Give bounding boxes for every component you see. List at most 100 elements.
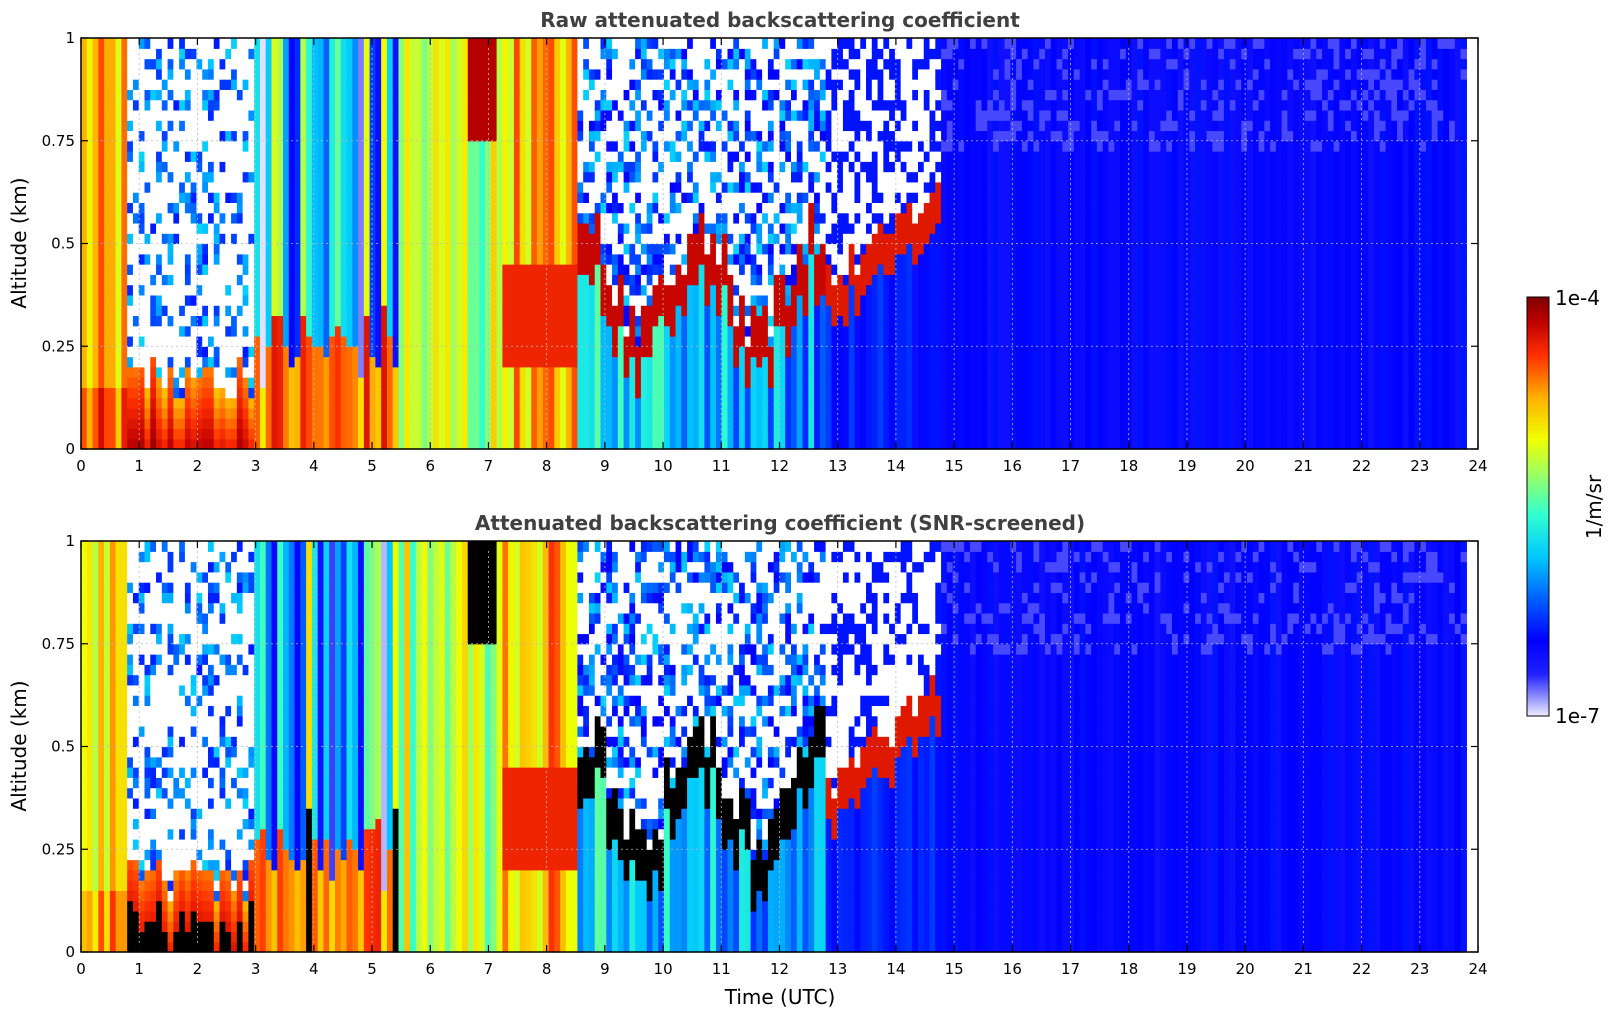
heatmap-cell	[710, 274, 717, 286]
heatmap-cell	[98, 274, 105, 286]
heatmap-cell	[340, 346, 348, 358]
heatmap-cell	[375, 305, 382, 317]
heatmap-cell	[727, 192, 734, 204]
heatmap-cell	[179, 130, 186, 142]
heatmap-cell	[767, 284, 775, 296]
heatmap-cell	[733, 335, 740, 347]
heatmap-cell	[583, 181, 590, 193]
heatmap-cell	[369, 212, 376, 224]
heatmap-cell	[577, 99, 584, 111]
heatmap-cell	[606, 202, 613, 214]
heatmap-cell	[571, 407, 579, 419]
heatmap-cell	[715, 428, 723, 440]
heatmap-cell	[294, 202, 301, 214]
heatmap-cell	[329, 181, 336, 193]
heatmap-cell	[658, 233, 665, 245]
heatmap-cell	[461, 68, 469, 80]
heatmap-cell	[317, 294, 325, 306]
heatmap-cell	[664, 109, 671, 121]
heatmap-cell	[386, 99, 394, 111]
heatmap-cell	[329, 192, 336, 204]
heatmap-cell	[548, 397, 555, 409]
heatmap-cell	[635, 397, 642, 409]
heatmap-cell	[502, 428, 509, 440]
heatmap-cell	[583, 377, 590, 388]
heatmap-cell	[490, 274, 498, 286]
heatmap-cell	[756, 387, 763, 399]
heatmap-cell	[525, 366, 532, 378]
heatmap-cell	[213, 346, 221, 358]
heatmap-cell	[739, 274, 746, 286]
heatmap-cell	[184, 253, 192, 265]
heatmap-cell	[294, 253, 301, 265]
heatmap-cell	[479, 305, 486, 317]
heatmap-cell	[542, 305, 550, 317]
heatmap-cell	[791, 253, 798, 265]
heatmap-cell	[323, 181, 330, 193]
heatmap-cell	[548, 68, 555, 80]
heatmap-cell	[583, 79, 590, 90]
heatmap-cell	[554, 181, 561, 193]
heatmap-cell	[565, 38, 573, 49]
heatmap-cell	[554, 89, 561, 101]
heatmap-cell	[213, 233, 221, 245]
heatmap-cell	[554, 109, 561, 121]
heatmap-cell	[635, 233, 642, 245]
heatmap-cell	[796, 109, 804, 121]
heatmap-cell	[306, 233, 313, 245]
heatmap-cell	[571, 130, 579, 142]
heatmap-cell	[427, 305, 434, 317]
heatmap-cell	[606, 140, 613, 152]
heatmap-cell	[81, 212, 88, 224]
heatmap-cell	[375, 346, 382, 358]
heatmap-cell	[773, 171, 781, 183]
heatmap-cell	[144, 140, 151, 152]
heatmap-cell	[583, 356, 590, 368]
heatmap-cell	[375, 294, 382, 306]
heatmap-cell	[571, 140, 579, 152]
heatmap-cell	[404, 335, 411, 347]
heatmap-cell	[254, 366, 261, 378]
heatmap-cell	[715, 366, 723, 378]
heatmap-cell	[519, 171, 527, 183]
heatmap-cell	[796, 130, 804, 142]
heatmap-cell	[502, 161, 509, 173]
heatmap-cell	[421, 438, 428, 450]
heatmap-cell	[156, 428, 163, 440]
heatmap-cell	[415, 377, 423, 388]
heatmap-cell	[213, 58, 221, 70]
heatmap-cell	[115, 325, 122, 337]
heatmap-cell	[571, 325, 579, 337]
heatmap-cell	[381, 130, 388, 142]
heatmap-cell	[271, 212, 278, 224]
heatmap-cell	[669, 212, 677, 224]
heatmap-cell	[710, 346, 717, 358]
heatmap-cell	[167, 335, 174, 347]
heatmap-cell	[779, 253, 786, 265]
heatmap-cell	[306, 181, 313, 193]
heatmap-cell	[369, 222, 376, 234]
heatmap-cell	[785, 264, 792, 275]
heatmap-cell	[438, 274, 446, 286]
heatmap-cell	[479, 171, 486, 183]
heatmap-cell	[779, 387, 786, 399]
heatmap-cell	[473, 181, 480, 193]
heatmap-cell	[502, 233, 509, 245]
heatmap-cell	[438, 418, 446, 430]
heatmap-cell	[104, 377, 111, 388]
heatmap-cell	[560, 346, 567, 358]
heatmap-cell	[352, 284, 359, 296]
heatmap-cell	[727, 325, 734, 337]
heatmap-cell	[658, 171, 665, 183]
heatmap-cell	[156, 315, 163, 327]
heatmap-cell	[202, 335, 209, 347]
heatmap-cell	[323, 387, 330, 399]
heatmap-cell	[698, 335, 706, 347]
heatmap-cell	[525, 58, 532, 70]
heatmap-cell	[744, 161, 752, 173]
heatmap-cell	[271, 79, 278, 90]
heatmap-cell	[104, 428, 111, 440]
heatmap-cell	[259, 99, 267, 111]
heatmap-cell	[242, 151, 249, 162]
heatmap-cell	[202, 284, 209, 296]
